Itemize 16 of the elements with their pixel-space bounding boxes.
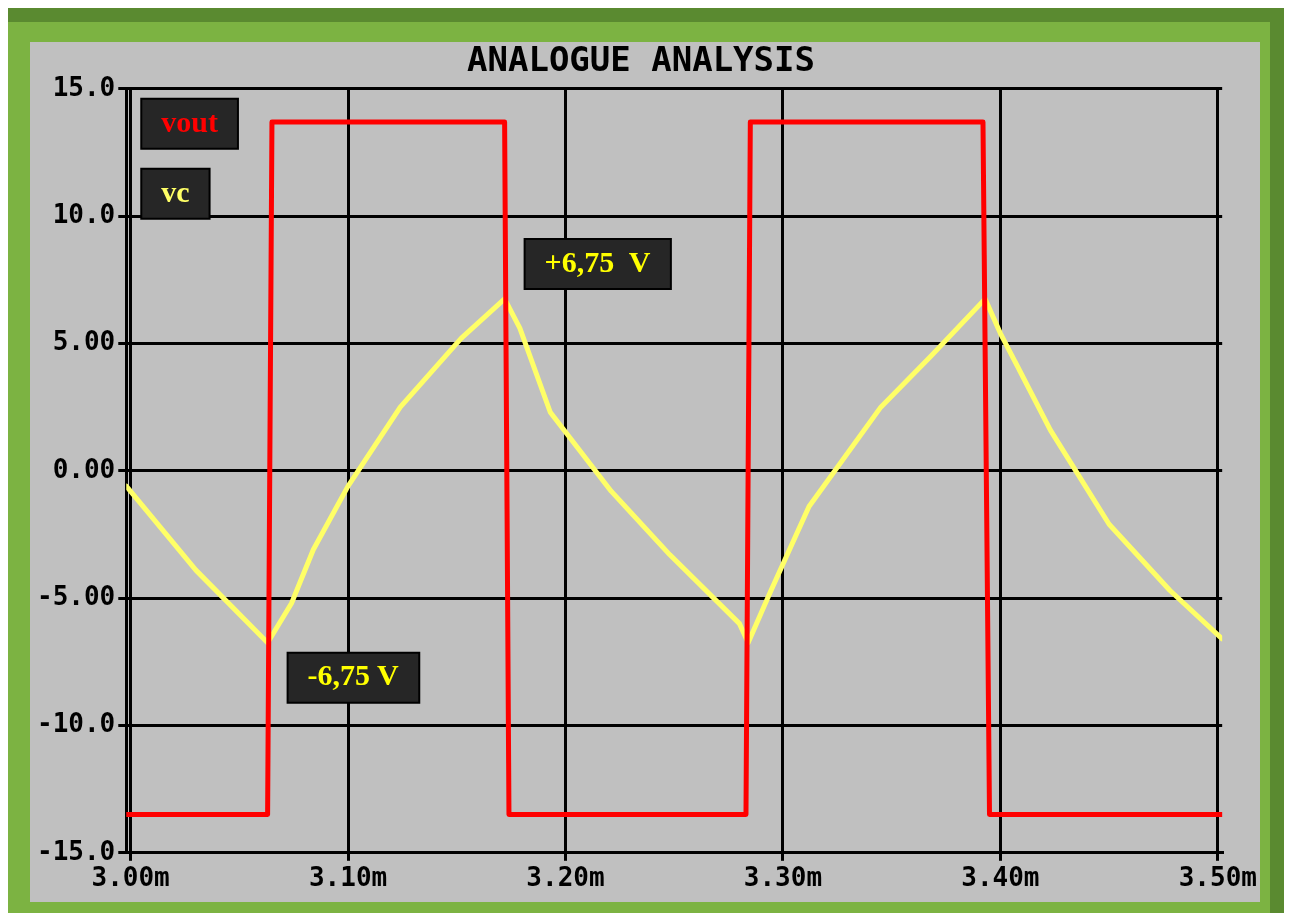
x-tick-label: 3.30m <box>743 862 823 893</box>
y-tick-label: 15.0 <box>52 71 116 102</box>
x-tick-label: 3.10m <box>308 862 388 893</box>
x-tick-label: 3.20m <box>526 862 605 893</box>
y-tick-label: -10.0 <box>36 708 116 739</box>
chart-title: ANALOGUE ANALYSIS <box>467 39 815 80</box>
y-tick-label: 10.0 <box>52 198 116 229</box>
y-tick-label: -5.00 <box>36 580 116 611</box>
annotation: +6,75 V <box>544 244 651 278</box>
y-tick-label: 0.00 <box>52 453 116 484</box>
x-tick-label: 3.50m <box>1178 862 1257 893</box>
annotation: -6,75 V <box>307 658 400 692</box>
text: vc <box>161 174 190 208</box>
y-tick-label: 5.00 <box>52 326 116 357</box>
series-label: vout <box>161 104 218 138</box>
x-tick-label: 3.40m <box>961 862 1040 893</box>
